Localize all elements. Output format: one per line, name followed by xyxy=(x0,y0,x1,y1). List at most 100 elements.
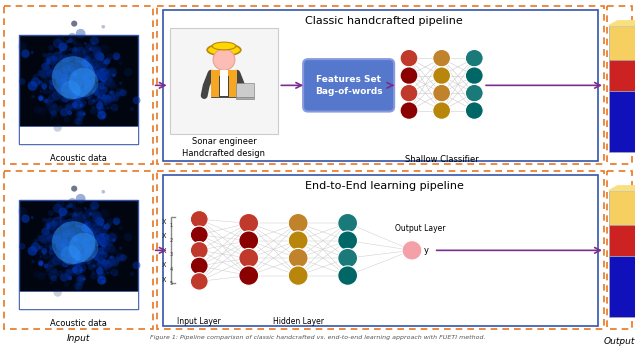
Circle shape xyxy=(76,234,83,242)
Circle shape xyxy=(81,258,84,261)
Circle shape xyxy=(70,234,78,242)
Circle shape xyxy=(50,264,52,267)
Circle shape xyxy=(72,212,77,218)
Circle shape xyxy=(63,88,67,93)
Circle shape xyxy=(97,260,103,266)
Text: 5: 5 xyxy=(170,282,173,286)
Text: x: x xyxy=(162,260,166,269)
Circle shape xyxy=(48,86,52,90)
Circle shape xyxy=(80,232,86,239)
Circle shape xyxy=(61,71,70,80)
Circle shape xyxy=(93,99,103,108)
Circle shape xyxy=(108,233,117,242)
Text: Output Layer: Output Layer xyxy=(395,224,445,233)
Circle shape xyxy=(88,70,92,74)
Circle shape xyxy=(57,64,60,66)
Circle shape xyxy=(65,246,72,253)
Circle shape xyxy=(79,75,87,83)
Circle shape xyxy=(66,82,70,87)
Circle shape xyxy=(69,95,74,99)
Circle shape xyxy=(72,238,79,243)
Circle shape xyxy=(114,220,119,225)
FancyBboxPatch shape xyxy=(303,59,394,112)
Circle shape xyxy=(54,238,58,242)
Circle shape xyxy=(67,111,72,115)
Circle shape xyxy=(92,41,95,45)
Circle shape xyxy=(76,234,81,240)
Circle shape xyxy=(59,50,63,54)
Circle shape xyxy=(77,63,81,66)
Circle shape xyxy=(110,255,115,260)
Circle shape xyxy=(68,240,76,247)
Circle shape xyxy=(88,86,92,90)
Circle shape xyxy=(95,62,101,68)
Circle shape xyxy=(61,220,69,229)
Circle shape xyxy=(97,247,106,257)
Circle shape xyxy=(74,252,80,258)
Circle shape xyxy=(77,274,86,283)
Circle shape xyxy=(72,64,81,72)
Circle shape xyxy=(61,74,67,80)
Circle shape xyxy=(76,112,83,120)
Circle shape xyxy=(61,230,71,238)
Circle shape xyxy=(50,281,53,284)
Circle shape xyxy=(100,45,109,54)
Circle shape xyxy=(68,198,77,206)
Circle shape xyxy=(99,82,108,90)
Circle shape xyxy=(55,74,58,77)
Circle shape xyxy=(40,69,50,78)
Circle shape xyxy=(92,271,95,274)
Circle shape xyxy=(67,230,74,236)
Circle shape xyxy=(93,264,103,273)
Circle shape xyxy=(89,88,95,94)
Circle shape xyxy=(79,214,88,223)
Circle shape xyxy=(82,243,88,248)
Circle shape xyxy=(79,261,81,264)
Circle shape xyxy=(65,239,71,245)
Circle shape xyxy=(65,82,70,88)
Circle shape xyxy=(93,264,95,268)
Circle shape xyxy=(70,67,74,72)
Circle shape xyxy=(85,43,94,52)
Circle shape xyxy=(80,269,82,271)
Circle shape xyxy=(83,83,92,92)
Circle shape xyxy=(76,71,83,79)
Polygon shape xyxy=(236,83,253,96)
Circle shape xyxy=(82,243,85,246)
Circle shape xyxy=(92,106,95,109)
Circle shape xyxy=(31,242,40,252)
Circle shape xyxy=(74,256,81,262)
Circle shape xyxy=(61,76,69,85)
Circle shape xyxy=(71,232,76,237)
Circle shape xyxy=(97,256,104,263)
Circle shape xyxy=(61,225,68,232)
Circle shape xyxy=(77,228,81,231)
Circle shape xyxy=(57,81,67,90)
Circle shape xyxy=(42,218,47,222)
Circle shape xyxy=(76,232,86,241)
Circle shape xyxy=(83,58,91,66)
Circle shape xyxy=(119,226,123,230)
Circle shape xyxy=(84,54,88,58)
Circle shape xyxy=(87,247,95,254)
Circle shape xyxy=(75,118,83,125)
Circle shape xyxy=(68,63,75,70)
Circle shape xyxy=(78,213,81,215)
Circle shape xyxy=(81,100,86,106)
Ellipse shape xyxy=(207,44,241,56)
Circle shape xyxy=(97,261,102,267)
Circle shape xyxy=(88,235,93,239)
Circle shape xyxy=(86,257,95,267)
Circle shape xyxy=(100,257,102,259)
Circle shape xyxy=(104,243,111,251)
Circle shape xyxy=(97,106,105,114)
Circle shape xyxy=(52,240,56,244)
Circle shape xyxy=(111,259,119,267)
Circle shape xyxy=(106,222,112,228)
Circle shape xyxy=(132,262,140,269)
Circle shape xyxy=(71,229,81,238)
Circle shape xyxy=(88,94,92,97)
Circle shape xyxy=(78,239,81,242)
Circle shape xyxy=(90,67,95,73)
Circle shape xyxy=(102,280,105,283)
